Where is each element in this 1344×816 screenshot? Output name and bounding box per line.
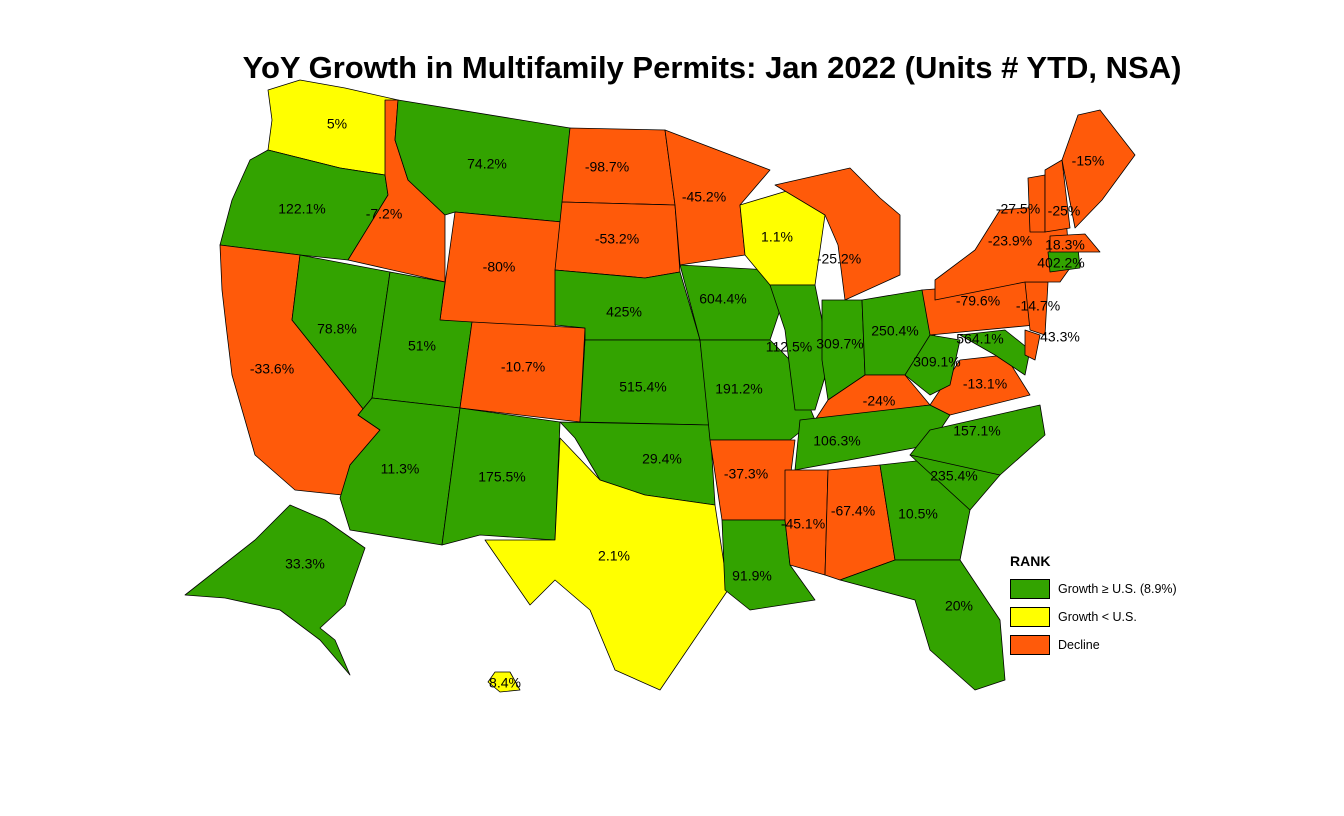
state-value-label-tn: 106.3% — [813, 433, 860, 449]
state-hi — [487, 671, 521, 693]
state-value-label-in: 309.7% — [816, 336, 863, 352]
state-value-label-ok: 29.4% — [642, 451, 682, 467]
state-value-label-ia: 604.4% — [699, 291, 746, 307]
state-value-label-oh: 250.4% — [871, 323, 918, 339]
legend-label: Growth < U.S. — [1058, 610, 1137, 624]
state-ia — [679, 264, 786, 341]
state-value-label-nm: 175.5% — [478, 469, 525, 485]
state-wv — [904, 334, 961, 396]
state-va — [929, 354, 1031, 416]
state-value-label-or: 122.1% — [278, 201, 325, 217]
state-value-label-sc: 235.4% — [930, 468, 977, 484]
state-il — [769, 284, 831, 411]
state-value-label-az: 11.3% — [381, 461, 420, 477]
state-value-label-nc: 157.1% — [953, 423, 1000, 439]
state-value-label-nj: -14.7% — [1016, 298, 1060, 314]
state-value-label-sd: -53.2% — [595, 231, 639, 247]
state-value-label-il: 112.5% — [766, 339, 812, 355]
state-md — [959, 329, 1031, 376]
state-fl — [839, 559, 1006, 691]
state-value-label-tx: 2.1% — [598, 548, 630, 564]
state-ms — [784, 469, 829, 576]
state-ak — [184, 504, 366, 676]
legend-label: Decline — [1058, 638, 1100, 652]
legend-swatch-growth-lt-us — [1010, 607, 1050, 627]
state-value-label-la: 91.9% — [732, 568, 772, 584]
state-nm — [441, 407, 561, 546]
state-value-label-wi: 1.1% — [761, 229, 793, 245]
state-value-label-ut: 51% — [408, 338, 436, 354]
state-value-label-ar: -37.3% — [724, 466, 768, 482]
state-value-label-mo: 191.2% — [715, 381, 762, 397]
state-ma — [1049, 233, 1101, 253]
state-value-label-wv: 309.1% — [913, 354, 960, 370]
state-value-label-me: -15% — [1072, 153, 1105, 169]
state-value-label-nh: -25% — [1048, 203, 1081, 219]
state-value-label-mi: -25.2% — [817, 251, 861, 267]
state-value-label-md: 564.1% — [956, 331, 1003, 347]
state-value-label-ky: -24% — [863, 393, 896, 409]
legend-title: RANK — [1010, 553, 1051, 569]
state-value-label-ct: 402.2% — [1037, 255, 1084, 271]
legend-label: Growth ≥ U.S. (8.9%) — [1058, 582, 1177, 596]
legend-swatch-decline — [1010, 635, 1050, 655]
state-value-label-id: -7.2% — [366, 206, 403, 222]
state-value-label-vt: -27.5% — [996, 201, 1040, 217]
state-value-label-pa: -79.6% — [956, 293, 1000, 309]
state-mi — [774, 167, 901, 301]
map-title: YoY Growth in Multifamily Permits: Jan 2… — [242, 50, 1182, 85]
state-value-label-mn: -45.2% — [682, 189, 726, 205]
legend-swatch-growth-ge-us — [1010, 579, 1050, 599]
state-de — [1024, 329, 1041, 361]
legend-item-growth-ge-us: Growth ≥ U.S. (8.9%) — [1010, 575, 1177, 603]
state-value-label-nd: -98.7% — [585, 159, 629, 175]
state-value-label-ne: 425% — [606, 304, 642, 320]
state-value-label-fl: 20% — [945, 598, 973, 614]
state-value-label-hi: 8.4% — [489, 675, 521, 691]
state-value-label-ny: -23.9% — [988, 233, 1032, 249]
state-value-label-mt: 74.2% — [467, 156, 507, 172]
state-value-label-de: 43.3% — [1040, 329, 1080, 345]
state-value-label-wa: 5% — [327, 116, 347, 132]
state-value-label-ms: -45.1% — [781, 516, 825, 532]
state-value-label-wy: -80% — [483, 259, 516, 275]
state-nh — [1044, 159, 1071, 233]
legend-item-decline: Decline — [1010, 631, 1177, 659]
state-value-label-ks: 515.4% — [619, 379, 666, 395]
state-value-label-ca: -33.6% — [250, 361, 294, 377]
legend: RANK Growth ≥ U.S. (8.9%) Growth < U.S. … — [1010, 553, 1177, 659]
state-value-label-al: -67.4% — [831, 503, 875, 519]
state-value-label-ga: 10.5% — [898, 506, 938, 522]
legend-item-growth-lt-us: Growth < U.S. — [1010, 603, 1177, 631]
state-value-label-co: -10.7% — [501, 359, 545, 375]
state-value-label-va: -13.1% — [963, 376, 1007, 392]
state-value-label-nv: 78.8% — [317, 321, 357, 337]
state-value-label-ma: 18.3% — [1045, 237, 1085, 253]
state-value-label-ak: 33.3% — [285, 556, 325, 572]
state-tx — [484, 437, 729, 691]
state-me — [1061, 109, 1136, 229]
state-nc — [909, 404, 1046, 476]
